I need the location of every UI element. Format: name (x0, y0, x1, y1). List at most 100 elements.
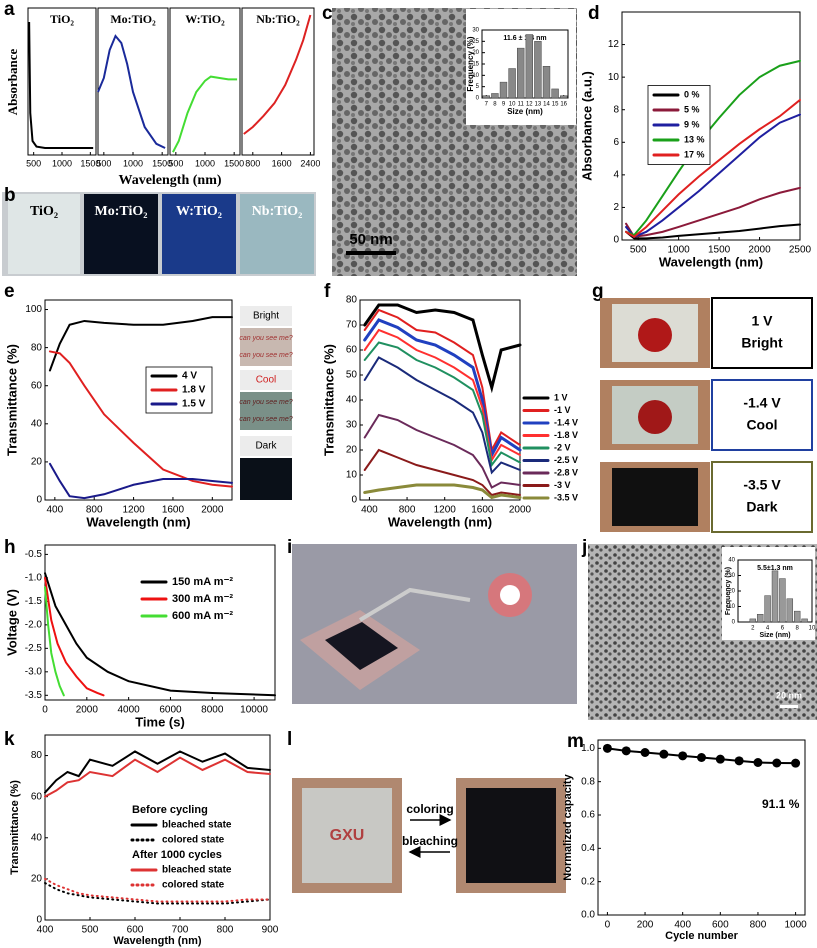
y-tick-label: 80 (346, 295, 358, 306)
x-tick-label: 600 (712, 920, 729, 931)
x-axis-label: Time (s) (135, 714, 185, 729)
y-tick-label: 0 (613, 235, 619, 246)
data-point (640, 748, 650, 757)
subplot-frame (27, 7, 97, 156)
y-tick-label: -3.0 (25, 666, 43, 677)
subplot-frame (97, 7, 169, 156)
y-tick-label: 10 (608, 72, 620, 83)
y-tick-label: 70 (346, 320, 358, 331)
legend-label: -1.4 V (554, 417, 578, 427)
legend-label: -2 V (554, 442, 571, 452)
y-tick-label: 20 (346, 445, 358, 456)
x-tick-label: 400 (674, 920, 691, 931)
y-tick-label: 30 (472, 28, 479, 34)
y-tick-label: 100 (25, 304, 42, 315)
scale-bar-label: 20 nm (776, 690, 802, 700)
y-tick-label: 80 (31, 342, 43, 353)
x-tick-label: 500 (26, 158, 41, 168)
state-label: Dark (746, 499, 777, 515)
x-axis-label: Size (nm) (507, 107, 543, 116)
series-line (48, 350, 233, 488)
series-line (625, 98, 801, 238)
x-tick-label: 2000 (748, 245, 771, 256)
data-point (734, 756, 744, 766)
bar (517, 47, 525, 99)
y-tick-label: 40 (728, 558, 735, 564)
x-tick-label: 4 (766, 626, 770, 632)
sample-text: can you see me? (239, 352, 292, 359)
subplot-title: Nb:TiO₂ (256, 12, 300, 26)
y-tick-label: 20 (31, 457, 43, 468)
bar (771, 570, 779, 623)
x-tick-label: 800 (245, 158, 260, 168)
voltage-label: -1.4 V (743, 395, 781, 411)
x-tick-label: 700 (172, 925, 189, 936)
bar (793, 610, 801, 623)
vial-label: W:TiO₂ (176, 204, 222, 219)
panel-label: l (287, 729, 292, 750)
x-tick-label: 400 (46, 505, 63, 516)
vials-photo (2, 192, 316, 276)
legend-label: 13 % (684, 134, 705, 144)
x-tick-label: 500 (82, 925, 99, 936)
state-label: Cool (256, 375, 277, 386)
y-axis-label: Frequency (%) (466, 36, 475, 91)
x-axis-label: Wavelength (nm) (118, 173, 221, 188)
legend-label: -1.8 V (554, 430, 578, 440)
legend-label: 300 mA m⁻² (172, 593, 233, 605)
panel-label: e (4, 281, 15, 302)
data-point (602, 743, 612, 753)
y-tick-label: 60 (346, 345, 358, 356)
panel-label: m (567, 731, 584, 752)
y-axis-label: Transmittance (%) (4, 344, 19, 456)
e-side-swatches (240, 306, 292, 500)
x-axis-label: Wavelength (nm) (659, 254, 763, 269)
y-tick-label: 1.0 (581, 743, 595, 754)
legend-label: -3 V (554, 480, 571, 490)
x-tick-label: 6 (781, 626, 785, 632)
bar (491, 93, 499, 99)
x-tick-label: 1500 (152, 158, 172, 168)
panel-label: d (588, 3, 600, 24)
legend-header: After 1000 cycles (132, 849, 222, 861)
data-point (621, 746, 631, 756)
y-axis-label: Frequency (%) (725, 567, 732, 615)
subplot-title: TiO₂ (50, 12, 74, 26)
legend-header: Before cycling (132, 804, 208, 816)
arrow-label: coloring (406, 802, 453, 816)
y-tick-label: 20 (472, 50, 479, 56)
y-tick-label: 30 (346, 420, 358, 431)
x-tick-label: 11 (518, 102, 525, 108)
x-axis-label: Size (nm) (759, 632, 790, 639)
x-tick-label: 15 (552, 102, 559, 108)
bar (801, 618, 808, 623)
x-axis-label: Cycle number (665, 930, 738, 942)
x-tick-label: 400 (361, 505, 378, 516)
y-tick-label: 0.8 (581, 776, 595, 787)
voltage-label: -3.5 V (743, 477, 781, 493)
x-tick-label: 1500 (80, 158, 100, 168)
x-tick-label: 1500 (224, 158, 244, 168)
x-tick-label: 500 (168, 158, 183, 168)
x-tick-label: 7 (485, 102, 489, 108)
legend-label: 600 mA m⁻² (172, 610, 233, 622)
x-tick-label: 1200 (122, 505, 145, 516)
bar (786, 598, 794, 623)
subplot-title: Mo:TiO₂ (110, 12, 156, 26)
data-point (791, 758, 801, 768)
y-tick-label: 15 (472, 62, 479, 68)
series-line (44, 750, 271, 794)
bar (749, 618, 757, 623)
x-tick-label: 8000 (201, 705, 224, 716)
y-tick-label: -0.5 (25, 549, 43, 560)
legend-label: 17 % (684, 149, 705, 159)
x-tick-label: 16 (560, 102, 567, 108)
series-line (44, 586, 65, 697)
panel-label: k (4, 729, 15, 750)
legend-label: bleached state (162, 820, 232, 831)
vial-label: TiO₂ (30, 204, 58, 219)
legend-label: 4 V (182, 371, 197, 382)
series-line (363, 303, 522, 394)
device-photo (292, 544, 577, 704)
